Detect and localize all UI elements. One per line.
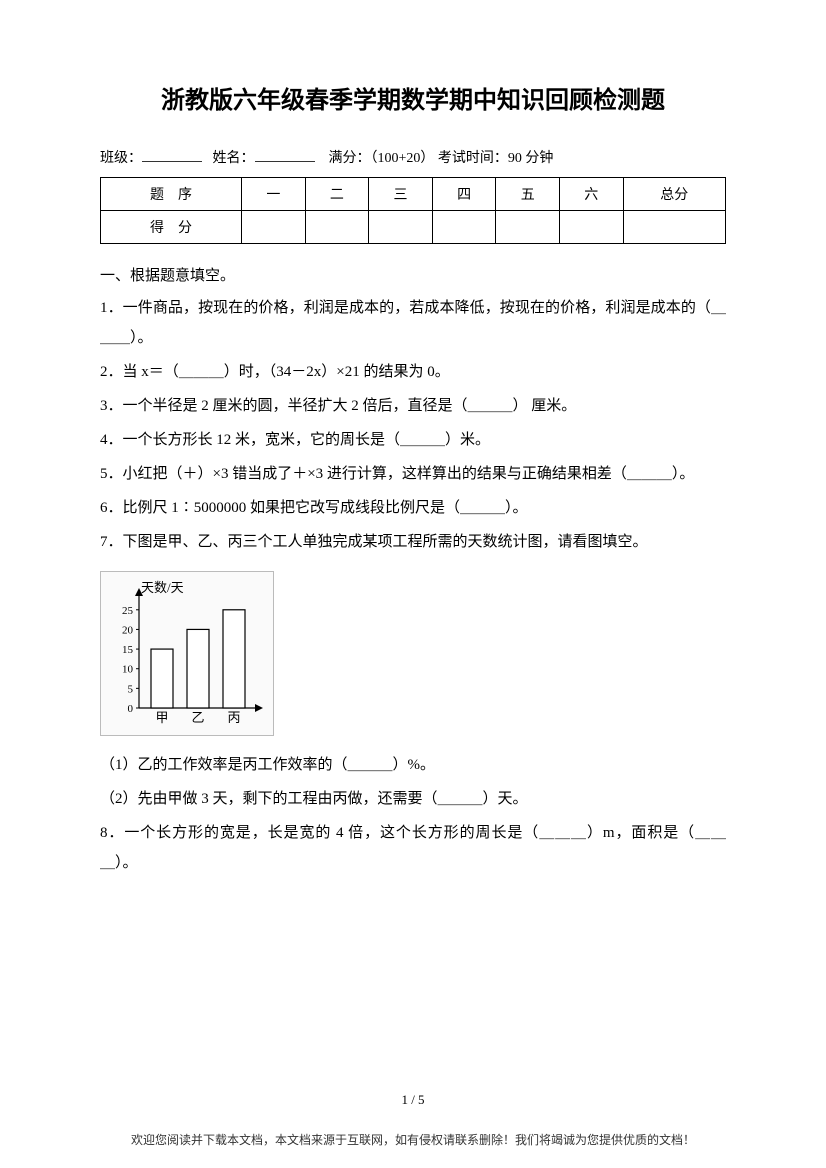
cell [623,211,725,244]
q5: 5．小红把（＋）×3 错当成了＋×3 进行计算，这样算出的结果与正确结果相差（＿… [100,459,726,489]
exam-header: 班级： 姓名： 满分：（100+20） 考试时间：90 分钟 [100,145,726,171]
bar-chart: 天数/天 0 5 10 15 20 25 甲 乙 丙 [100,571,274,736]
name-blank [255,145,315,162]
page-title: 浙教版六年级春季学期数学期中知识回顾检测题 [100,80,726,115]
col-6: 总分 [623,178,725,211]
full-value: （100+20） [371,151,435,166]
q7-2: （2）先由甲做 3 天，剩下的工程由丙做，还需要（＿＿＿）天。 [100,784,726,814]
table-row: 得 分 [101,211,726,244]
footer-text: 欢迎您阅读并下载本文档，本文档来源于互联网，如有侵权请联系删除！我们将竭诚为您提… [0,1131,826,1148]
time-value: 90 分钟 [508,151,554,166]
cell [496,211,560,244]
q2: 2．当 x＝（＿＿＿）时，（34－2x）×21 的结果为 0。 [100,357,726,387]
score-table: 题 序 一 二 三 四 五 六 总分 得 分 [100,177,726,244]
q1: 1．一件商品，按现在的价格，利润是成本的，若成本降低，按现在的价格，利润是成本的… [100,293,726,353]
svg-text:0: 0 [128,703,134,715]
time-label: 考试时间： [438,151,508,166]
page-number: 1 / 5 [0,1092,826,1108]
class-label: 班级： [100,151,142,166]
q7-1: （1）乙的工作效率是丙工作效率的（＿＿＿）%。 [100,750,726,780]
cell [560,211,624,244]
q8: 8．一个长方形的宽是，长是宽的 4 倍，这个长方形的周长是（＿＿＿）m，面积是（… [100,818,726,878]
col-1: 二 [305,178,369,211]
col-2: 三 [369,178,433,211]
svg-text:5: 5 [128,684,134,696]
col-0: 一 [242,178,306,211]
q6: 6．比例尺 1∶5000000 如果把它改写成线段比例尺是（＿＿＿）。 [100,493,726,523]
table-row: 题 序 一 二 三 四 五 六 总分 [101,178,726,211]
cell [369,211,433,244]
chart-svg: 天数/天 0 5 10 15 20 25 甲 乙 丙 [105,578,265,728]
q7: 7．下图是甲、乙、丙三个工人单独完成某项工程所需的天数统计图，请看图填空。 [100,527,726,557]
section-1-head: 一、根据题意填空。 [100,264,726,285]
svg-text:天数/天: 天数/天 [141,580,184,595]
cell [432,211,496,244]
class-blank [142,145,202,162]
name-label: 姓名： [213,151,255,166]
svg-text:甲: 甲 [155,710,168,725]
cell [305,211,369,244]
col-3: 四 [432,178,496,211]
full-label: 满分： [329,151,371,166]
svg-text:10: 10 [122,664,134,676]
row-label-1: 得 分 [101,211,242,244]
row-label-0: 题 序 [101,178,242,211]
q3: 3．一个半径是 2 厘米的圆，半径扩大 2 倍后，直径是（＿＿＿） 厘米。 [100,391,726,421]
col-5: 六 [560,178,624,211]
svg-text:丙: 丙 [227,710,240,725]
svg-text:15: 15 [122,644,134,656]
svg-text:25: 25 [122,605,134,617]
svg-text:20: 20 [122,625,134,637]
q4: 4．一个长方形长 12 米，宽米，它的周长是（＿＿＿）米。 [100,425,726,455]
col-4: 五 [496,178,560,211]
svg-text:乙: 乙 [191,710,204,725]
cell [242,211,306,244]
